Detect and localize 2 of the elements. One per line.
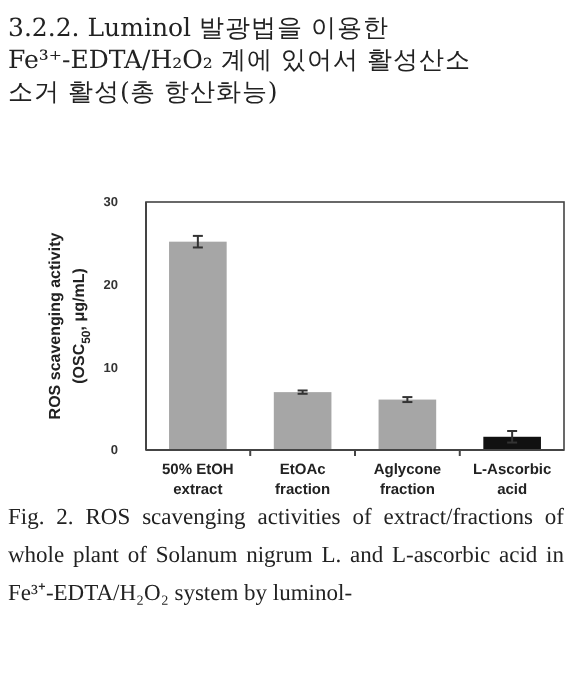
caption: Fig. 2. ROS scavenging activities of extract/fractions of whole plant of Solanum nigrum L. and L-ascorbic acid in Fe³⁺-EDTA/H₂O₂ system by luminol- — [8, 504, 564, 610]
chart-title: 3.2.2. Luminol 발광법을 이용한 Fe³⁺-EDTA/H₂O₂ 계에 있어서 활성산소 소거 활성(총 항산화능) — [8, 12, 473, 108]
